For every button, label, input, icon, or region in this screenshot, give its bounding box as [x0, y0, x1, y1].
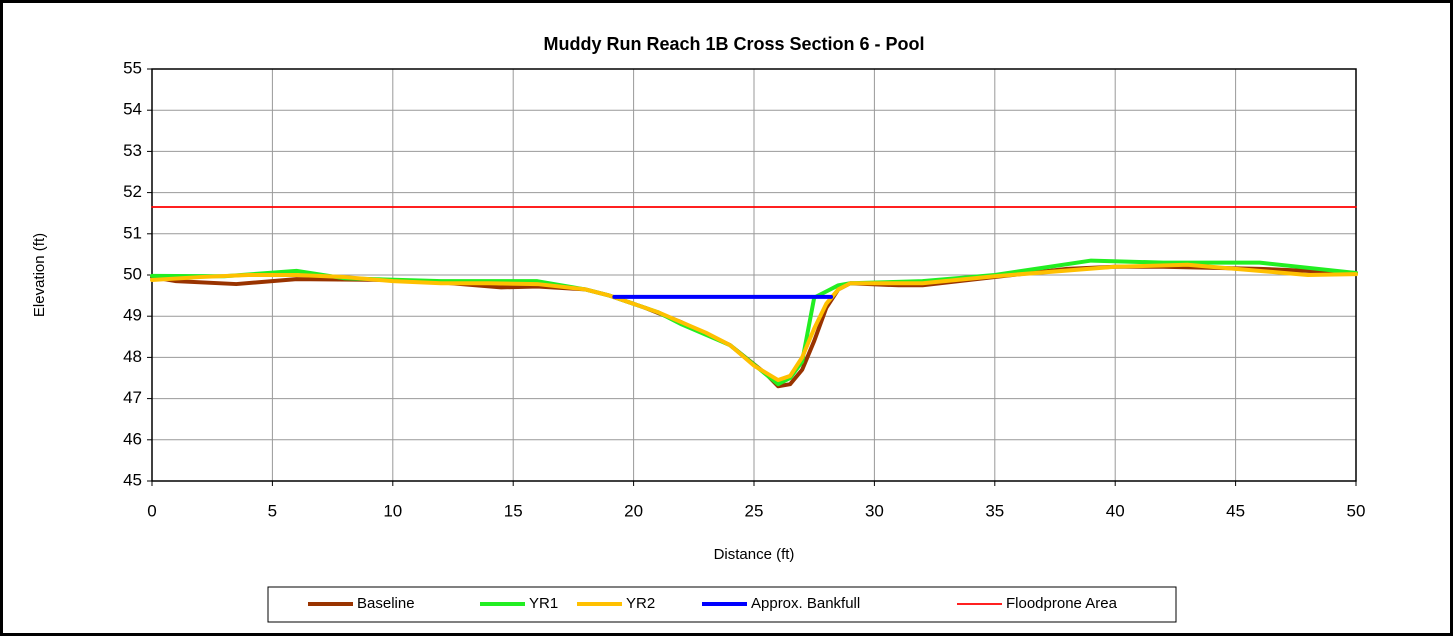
y-axis-title: Elevation (ft) — [31, 233, 48, 317]
legend-label: YR2 — [626, 595, 655, 612]
legend-label: YR1 — [529, 595, 558, 612]
x-tick-label: 0 — [147, 501, 156, 520]
y-tick-label: 49 — [123, 306, 142, 325]
chart-title: Muddy Run Reach 1B Cross Section 6 - Poo… — [543, 34, 924, 54]
y-tick-label: 54 — [123, 100, 142, 119]
x-tick-label: 20 — [624, 501, 643, 520]
y-tick-label: 45 — [123, 470, 142, 489]
legend-label: Baseline — [357, 595, 415, 612]
y-tick-label: 52 — [123, 182, 142, 201]
y-tick-label: 53 — [123, 141, 142, 160]
y-tick-label: 50 — [123, 264, 142, 283]
x-tick-label: 15 — [504, 501, 523, 520]
x-tick-label: 30 — [865, 501, 884, 520]
x-tick-label: 10 — [383, 501, 402, 520]
y-tick-label: 46 — [123, 429, 142, 448]
x-tick-label: 40 — [1106, 501, 1125, 520]
y-tick-label: 47 — [123, 388, 142, 407]
x-axis-title: Distance (ft) — [714, 546, 795, 563]
legend-label: Floodprone Area — [1006, 595, 1118, 612]
y-tick-label: 55 — [123, 58, 142, 77]
line — [150, 262, 1358, 383]
x-tick-label: 45 — [1226, 501, 1245, 520]
x-tick-label: 50 — [1347, 501, 1366, 520]
x-tick-label: 35 — [985, 501, 1004, 520]
y-tick-label: 51 — [123, 223, 142, 242]
x-tick-label: 5 — [268, 501, 277, 520]
legend-label: Approx. Bankfull — [751, 595, 860, 612]
x-tick-label: 25 — [745, 501, 764, 520]
y-tick-label: 48 — [123, 347, 142, 366]
